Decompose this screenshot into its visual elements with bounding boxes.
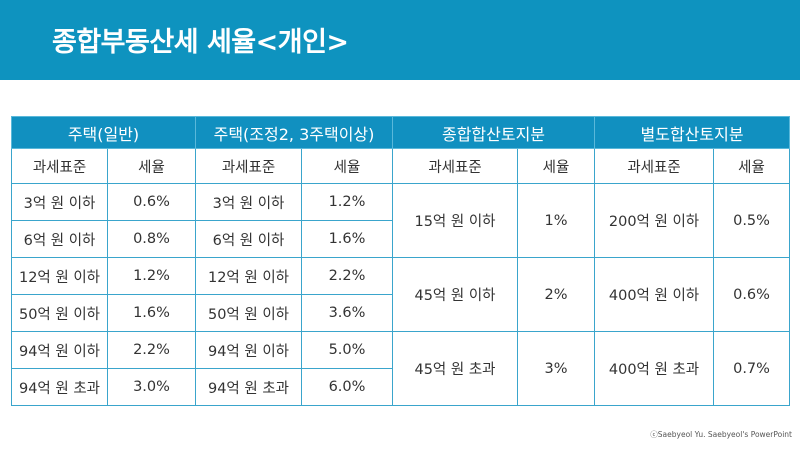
page-title: 종합부동산세 세율<개인>	[52, 27, 349, 58]
land-comprehensive-rate: 1%	[516, 183, 596, 258]
land-separate-base: 200억 원 이하	[594, 183, 715, 258]
land-comprehensive-base: 15억 원 이하	[392, 183, 518, 258]
house-multi-rate: 6.0%	[301, 368, 393, 406]
house-general-rate: 0.8%	[107, 220, 196, 258]
house-general-base: 94억 원 초과	[11, 368, 108, 406]
sub-header-base: 과세표준	[392, 148, 518, 184]
land-comprehensive-base: 45억 원 이하	[392, 257, 518, 332]
land-separate-rate: 0.5%	[713, 183, 791, 258]
sub-header-rate: 세율	[107, 148, 196, 184]
house-multi-base: 94억 원 초과	[195, 368, 302, 406]
house-general-rate: 0.6%	[107, 183, 196, 221]
group-header-land-comprehensive: 종합합산토지분	[391, 116, 596, 149]
house-general-base: 3억 원 이하	[11, 183, 108, 221]
copyright-credit: ⓒSaebyeol Yu. Saebyeol's PowerPoint	[650, 430, 792, 439]
house-general-rate: 3.0%	[107, 368, 196, 406]
house-general-rate: 1.6%	[107, 294, 196, 332]
house-multi-base: 94억 원 이하	[195, 331, 302, 369]
land-comprehensive-rate: 3%	[516, 331, 596, 406]
sub-header-base: 과세표준	[594, 148, 715, 184]
house-multi-base: 50억 원 이하	[195, 294, 302, 332]
house-multi-rate: 1.2%	[301, 183, 393, 221]
table-row: 12억 원 이하 1.2% 12억 원 이하 2.2% 45억 원 이하 2% …	[11, 257, 791, 332]
sub-header-base: 과세표준	[11, 148, 108, 184]
house-multi-base: 6억 원 이하	[195, 220, 302, 258]
house-multi-base: 3억 원 이하	[195, 183, 302, 221]
house-multi-rate: 5.0%	[301, 331, 393, 369]
land-comprehensive-rate: 2%	[516, 257, 596, 332]
house-multi-rate: 3.6%	[301, 294, 393, 332]
land-separate-rate: 0.7%	[713, 331, 791, 406]
table-row: 94억 원 이하 2.2% 94억 원 이하 5.0% 45억 원 초과 3% …	[11, 331, 791, 406]
group-header-house-general: 주택(일반)	[11, 116, 196, 149]
table-row: 50억 원 이하 1.6% 50억 원 이하 3.6%	[11, 294, 790, 332]
house-general-rate: 1.2%	[107, 257, 196, 295]
table-row: 3억 원 이하 0.6% 3억 원 이하 1.2% 15억 원 이하 1% 20…	[11, 183, 791, 258]
group-header-house-multi: 주택(조정2, 3주택이상)	[195, 116, 393, 149]
house-multi-base: 12억 원 이하	[195, 257, 302, 295]
sub-header-row: 과세표준 세율 과세표준 세율 과세표준 세율 과세표준 세율	[11, 148, 791, 184]
house-multi-rate: 1.6%	[301, 220, 393, 258]
house-general-base: 94억 원 이하	[11, 331, 108, 369]
land-separate-base: 400억 원 이하	[594, 257, 715, 332]
house-general-base: 6억 원 이하	[11, 220, 108, 258]
land-separate-rate: 0.6%	[713, 257, 791, 332]
group-header-row: 주택(일반) 주택(조정2, 3주택이상) 종합합산토지분 별도합산토지분	[11, 116, 791, 149]
tax-rate-table: 주택(일반) 주택(조정2, 3주택이상) 종합합산토지분 별도합산토지분 과세…	[11, 116, 791, 406]
group-header-land-separate: 별도합산토지분	[594, 116, 791, 149]
house-general-base: 12억 원 이하	[11, 257, 108, 295]
house-general-rate: 2.2%	[107, 331, 196, 369]
land-comprehensive-base: 45억 원 초과	[392, 331, 518, 406]
sub-header-rate: 세율	[516, 148, 596, 184]
title-bar: 종합부동산세 세율<개인>	[0, 0, 800, 80]
house-general-base: 50억 원 이하	[11, 294, 108, 332]
sub-header-base: 과세표준	[195, 148, 302, 184]
sub-header-rate: 세율	[713, 148, 791, 184]
sub-header-rate: 세율	[301, 148, 393, 184]
table-row: 94억 원 초과 3.0% 94억 원 초과 6.0%	[11, 368, 790, 406]
land-separate-base: 400억 원 초과	[594, 331, 715, 406]
house-multi-rate: 2.2%	[301, 257, 393, 295]
table-row: 6억 원 이하 0.8% 6억 원 이하 1.6%	[11, 220, 790, 258]
